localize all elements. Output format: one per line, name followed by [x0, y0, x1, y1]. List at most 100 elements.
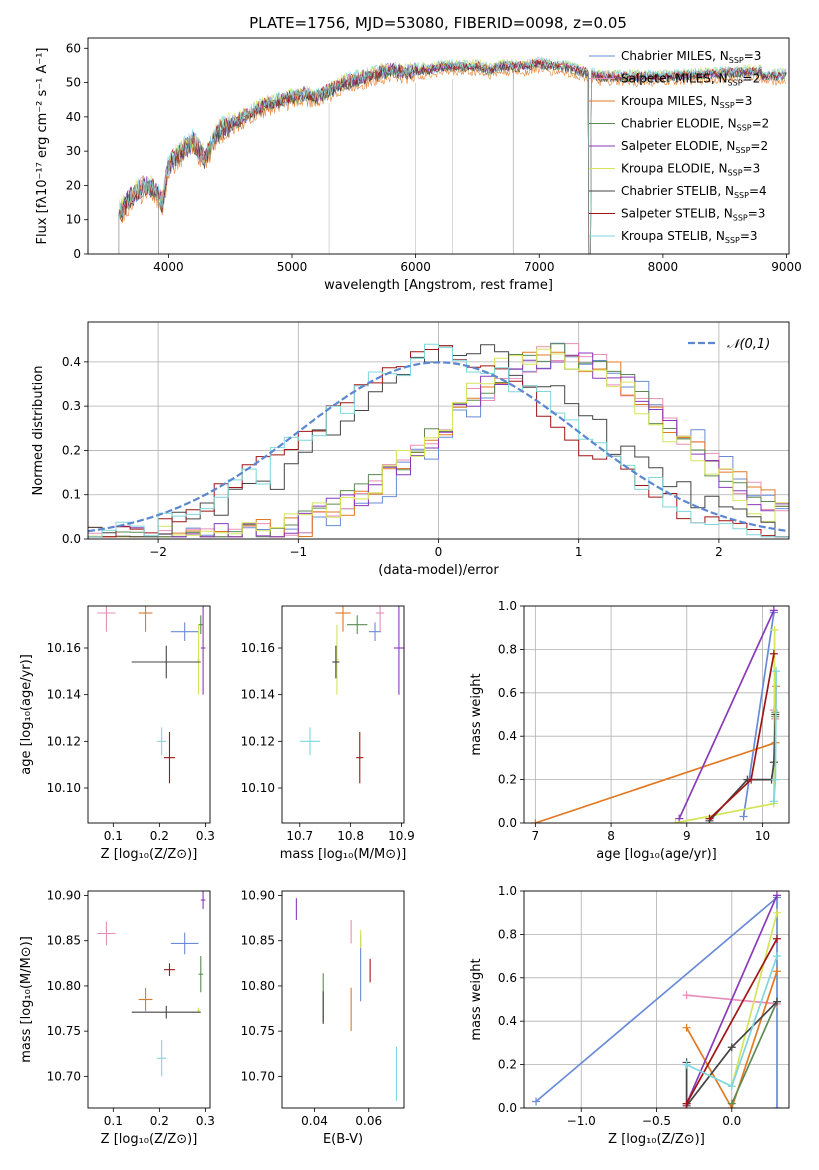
- weight-marker: [727, 1043, 736, 1052]
- y-axis-label: mass [log₁₀(M/M⊙)]: [19, 936, 34, 1063]
- x-tick-label: 10.7: [286, 829, 313, 843]
- y-tick-label: 10: [66, 213, 81, 227]
- x-axis-label: wavelength [Angstrom, rest frame]: [324, 278, 553, 293]
- plot-area-weight-vs-age: [531, 606, 781, 823]
- weight-marker: [532, 1097, 541, 1106]
- x-axis-label: mass [log₁₀(M/M⊙)]: [280, 847, 407, 862]
- plot-area-mass-vs-Z: [97, 891, 206, 1077]
- legend-spectrum: Chabrier MILES, NSSP=3 Salpeter MILES, NS…: [589, 49, 769, 245]
- x-tick-label: 0.2: [150, 829, 169, 843]
- weight-marker: [772, 667, 781, 676]
- y-tick-label: 1.0: [498, 599, 517, 613]
- y-tick-label: 10.90: [241, 889, 275, 903]
- y-tick-label: 0.8: [498, 642, 517, 656]
- x-axis-label: Z [log₁₀(Z/Z⊙)]: [101, 1132, 198, 1147]
- x-axis-label: age [log₁₀(age/yr)]: [596, 847, 717, 862]
- weight-marker: [770, 625, 779, 634]
- axes-frame: [281, 890, 405, 1109]
- x-tick-label: 10: [755, 829, 770, 843]
- plot-area-age-vs-mass: [299, 606, 404, 784]
- x-tick-label: 0.1: [104, 829, 123, 843]
- y-axis-label: mass weight: [469, 958, 484, 1040]
- weight-line: [730, 912, 778, 1087]
- legend-entry: 𝒩(0,1): [727, 337, 770, 352]
- legend-entry: Kroupa MILES, NSSP=3: [621, 94, 752, 110]
- axes-frame: [523, 890, 790, 1109]
- weight-line: [535, 686, 777, 823]
- y-tick-label: 10.75: [47, 1024, 81, 1038]
- y-tick-label: 0.0: [498, 1101, 517, 1115]
- weight-marker: [769, 797, 778, 806]
- x-tick-label: 9: [683, 829, 691, 843]
- weight-marker: [769, 649, 778, 658]
- y-tick-label: 1.0: [498, 884, 517, 898]
- x-tick-label: 0.04: [301, 1114, 328, 1128]
- y-tick-label: 0: [73, 247, 81, 261]
- y-tick-label: 10.80: [47, 979, 81, 993]
- x-tick-label: 4000: [153, 260, 184, 274]
- axes-age-vs-Z: 0.1 0.2 0.3 10.10 10.12 10.14 10.16 Z [log₁₀(Z/…: [19, 605, 215, 862]
- legend-entry: Salpeter MILES, NSSP=2: [621, 72, 760, 88]
- y-axis-label: Flux [fλ10⁻¹⁷ erg cm⁻² s⁻¹ A⁻¹]: [35, 48, 50, 245]
- legend-entry: Chabrier ELODIE, NSSP=2: [621, 117, 769, 133]
- y-tick-label: 0.4: [62, 355, 81, 369]
- plot-area-residuals: [88, 342, 789, 538]
- y-tick-label: 0.6: [498, 971, 517, 985]
- x-tick-label: 10.8: [337, 829, 364, 843]
- y-tick-label: 50: [66, 76, 81, 90]
- weight-marker: [682, 1023, 691, 1032]
- plot-area-mass-vs-ebv: [295, 898, 397, 1101]
- y-tick-label: 10.70: [241, 1069, 275, 1083]
- x-tick-label: 2: [715, 545, 723, 559]
- plot-area-spectrum: [118, 56, 787, 254]
- weight-marker: [727, 1099, 736, 1108]
- y-tick-label: 0.3: [62, 399, 81, 413]
- x-tick-label: 9000: [771, 260, 802, 274]
- legend-entry: Kroupa ELODIE, NSSP=3: [621, 162, 760, 178]
- axes-frame: [87, 37, 790, 255]
- y-axis-label: Normed distribution: [31, 366, 46, 496]
- y-tick-label: 10.85: [47, 934, 81, 948]
- x-tick-label: −1.0: [567, 1114, 596, 1128]
- weight-marker: [705, 814, 714, 823]
- x-tick-label: −1: [289, 545, 307, 559]
- weight-marker: [772, 952, 781, 961]
- y-tick-label: 10.14: [241, 688, 275, 702]
- y-tick-label: 0.2: [62, 443, 81, 457]
- normal-reference-curve: [88, 361, 787, 533]
- x-tick-label: 7: [532, 829, 540, 843]
- axes-residuals: −2 −1 0 1 2 0.0 0.1 0.2 0.3 0.4 (data-model)/error…: [31, 321, 790, 578]
- weight-line: [731, 1001, 778, 1105]
- x-tick-label: 7000: [524, 260, 555, 274]
- y-tick-label: 0.0: [498, 816, 517, 830]
- x-tick-label: −2: [149, 545, 167, 559]
- y-tick-label: 60: [66, 41, 81, 55]
- y-tick-label: 10.10: [241, 781, 275, 795]
- axes-mass-vs-Z: 0.1 0.2 0.3 10.70 10.75 10.80 10.85 10.90 Z [log…: [19, 889, 215, 1147]
- weight-marker: [727, 1082, 736, 1091]
- y-tick-label: 40: [66, 110, 81, 124]
- y-tick-label: 0.2: [498, 773, 517, 787]
- weight-marker: [769, 606, 778, 615]
- histogram-kroupa-miles: [88, 351, 789, 538]
- weight-marker: [772, 997, 781, 1006]
- y-tick-label: 10.12: [241, 734, 275, 748]
- axes-frame: [87, 890, 211, 1109]
- weight-marker: [772, 1104, 781, 1108]
- legend-entry: Chabrier STELIB, NSSP=4: [621, 184, 767, 200]
- y-tick-label: 0.2: [498, 1058, 517, 1072]
- spectrum-kroupa-stelib: [118, 56, 787, 254]
- y-tick-label: 0.4: [498, 729, 517, 743]
- histogram-kroupa-elodie: [88, 348, 789, 538]
- weight-marker: [682, 1060, 691, 1069]
- legend-entry: Salpeter STELIB, NSSP=3: [621, 207, 765, 223]
- figure-title: PLATE=1756, MJD=53080, FIBERID=0098, z=0…: [249, 14, 627, 32]
- weight-line: [685, 938, 778, 1105]
- x-tick-label: 8000: [648, 260, 679, 274]
- y-tick-label: 0.0: [62, 532, 81, 546]
- axes-mass-vs-ebv: 0.04 0.06 10.70 10.75 10.80 10.85 10.90 E(B-V): [241, 889, 405, 1147]
- axes-frame: [281, 605, 405, 824]
- x-tick-label: 1: [575, 545, 583, 559]
- y-axis-label: mass weight: [469, 673, 484, 755]
